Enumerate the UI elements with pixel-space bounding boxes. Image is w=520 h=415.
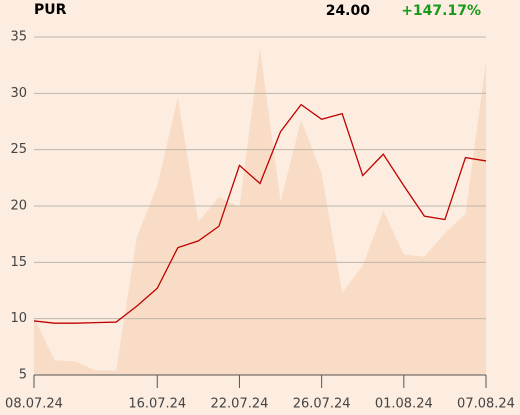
y-tick-label: 5 [19,368,27,383]
y-tick-label: 20 [10,199,27,214]
x-tick-label: 08.07.24 [5,397,63,412]
y-tick-label: 35 [10,30,27,45]
price: 24.00 [326,3,371,19]
x-tick-label: 16.07.24 [128,397,186,412]
x-tick-label: 01.08.24 [375,397,433,412]
change: +147.17% [401,3,481,19]
y-tick-label: 10 [10,311,27,326]
x-tick-label: 07.08.24 [457,397,515,412]
area [34,48,486,376]
x-tick-label: 26.07.24 [293,397,351,412]
y-tick-label: 30 [10,86,27,101]
x-tick-label: 22.07.24 [211,397,269,412]
y-tick-label: 15 [10,255,27,270]
symbol: PUR [34,2,67,18]
price-line [33,103,487,324]
y-tick-label: 25 [10,142,27,157]
